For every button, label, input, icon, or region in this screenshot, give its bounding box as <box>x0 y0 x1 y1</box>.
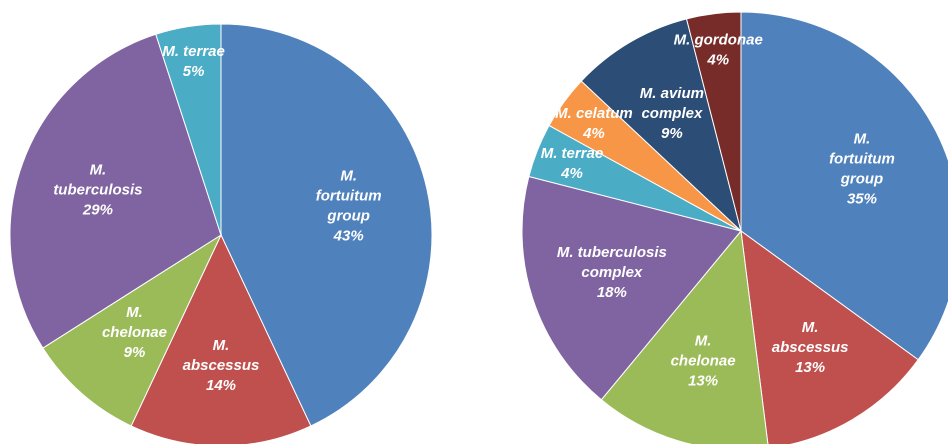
slice-label: M. fortuitum group <box>829 130 895 187</box>
slice-value: 35% <box>847 190 877 207</box>
slice-label: M. chelonae <box>102 304 167 341</box>
label-line: M. tuberculosis <box>557 244 667 261</box>
pie-slice <box>220 23 433 427</box>
slice-value: 13% <box>795 359 825 376</box>
label-line: complex <box>641 105 703 122</box>
label-line: M. <box>854 130 871 147</box>
slice-value: 9% <box>661 125 683 142</box>
label-line: M. <box>213 337 230 354</box>
label-line: M. gordonae <box>674 32 763 49</box>
pie-slice <box>740 229 919 444</box>
slice-label: M. terrae <box>162 43 225 60</box>
label-line: abscessus <box>183 357 260 374</box>
slice-label: M. gordonae <box>674 32 763 49</box>
slice-label: M. terrae <box>541 145 604 162</box>
pie-slice <box>155 23 222 236</box>
pie-slice <box>42 233 223 427</box>
slice-label: M. abscessus <box>772 319 849 356</box>
slice-value: 43% <box>333 227 364 244</box>
slice-value: 5% <box>183 63 205 80</box>
label-line: M. <box>340 167 357 184</box>
label-line: group <box>326 207 370 224</box>
pie-slice <box>9 33 222 349</box>
pie-slice <box>521 175 742 401</box>
slice-label: M. tuberculosis complex <box>557 244 667 281</box>
pie-slice <box>130 233 312 444</box>
label-line: tuberculosis <box>53 182 142 199</box>
label-line: M. <box>126 304 143 321</box>
label-line: M. avium <box>640 85 704 102</box>
slice-value: 9% <box>124 344 146 361</box>
label-line: M. <box>695 332 712 349</box>
slice-label: M. celatum <box>555 105 633 122</box>
label-line: fortuitum <box>829 150 895 167</box>
label-line: fortuitum <box>316 187 382 204</box>
pie-slice <box>685 11 742 232</box>
label-line: chelonae <box>102 324 167 341</box>
slice-value: 4% <box>582 125 605 142</box>
slice-label: M. avium complex <box>640 85 704 122</box>
slice-value: 18% <box>597 284 627 301</box>
label-line: M. <box>90 162 107 179</box>
pie-slice <box>600 229 769 444</box>
pie-slice <box>580 18 742 233</box>
slice-value: 4% <box>706 52 729 69</box>
slice-label: M. tuberculosis <box>53 162 142 199</box>
label-line: M. terrae <box>541 145 604 162</box>
label-line: chelonae <box>671 352 736 369</box>
label-line: abscessus <box>772 339 849 356</box>
slice-label: M. fortuitum group <box>316 167 382 224</box>
label-line: group <box>840 170 884 187</box>
slice-label: M. chelonae <box>671 332 736 369</box>
slice-value: 29% <box>82 202 113 219</box>
slice-value: 4% <box>560 165 583 182</box>
slice-value: 14% <box>206 377 236 394</box>
slice-label: M. abscessus <box>183 337 260 374</box>
slice-value: 13% <box>688 372 718 389</box>
label-line: M. celatum <box>555 105 633 122</box>
label-line: complex <box>581 264 643 281</box>
label-line: M. <box>802 319 819 336</box>
label-line: M. terrae <box>162 43 225 60</box>
